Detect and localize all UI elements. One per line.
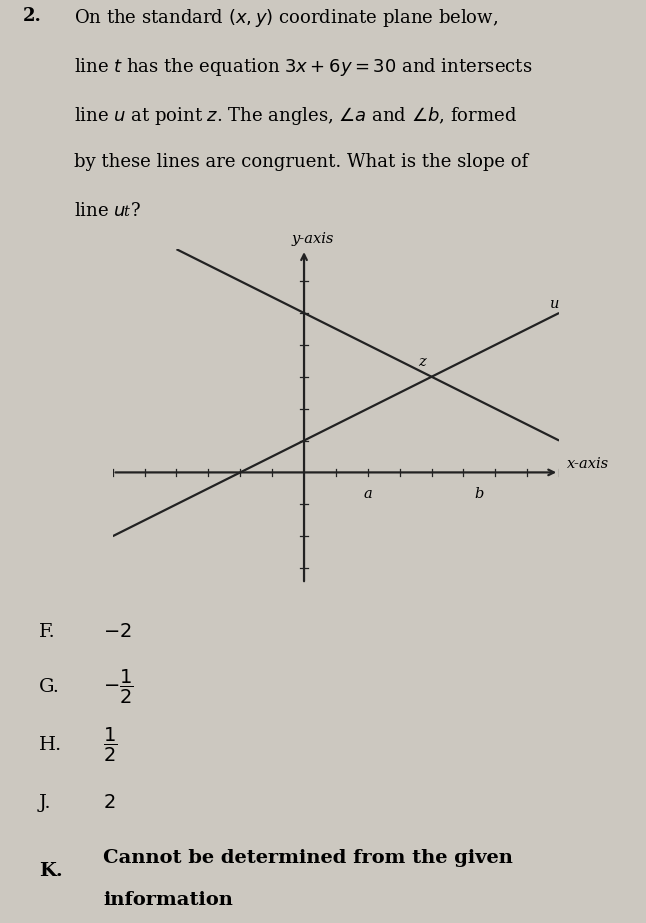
Text: b: b [475, 486, 484, 501]
Text: z: z [418, 354, 426, 369]
Text: information: information [103, 892, 233, 909]
Text: K.: K. [39, 862, 63, 881]
Text: G.: G. [39, 678, 60, 696]
Text: x-axis: x-axis [567, 457, 609, 471]
Text: t: t [123, 205, 129, 219]
Text: line $u$ ?: line $u$ ? [74, 202, 141, 220]
Text: $\dfrac{1}{2}$: $\dfrac{1}{2}$ [103, 726, 118, 764]
Text: $2$: $2$ [103, 795, 116, 812]
Text: $-\dfrac{1}{2}$: $-\dfrac{1}{2}$ [103, 668, 134, 706]
Text: u: u [550, 297, 559, 311]
Text: F.: F. [39, 623, 56, 641]
Text: H.: H. [39, 737, 62, 754]
Text: line $u$ at point $z$. The angles, $\angle a$ and $\angle b$, formed: line $u$ at point $z$. The angles, $\ang… [74, 104, 517, 126]
Text: On the standard $(x,y)$ coordinate plane below,: On the standard $(x,y)$ coordinate plane… [74, 7, 499, 30]
Text: by these lines are congruent. What is the slope of: by these lines are congruent. What is th… [74, 153, 528, 172]
Text: line $t$ has the equation $3x + 6y = 30$ and intersects: line $t$ has the equation $3x + 6y = 30$… [74, 56, 532, 78]
Text: $-2$: $-2$ [103, 623, 132, 641]
Text: y-axis: y-axis [291, 232, 333, 246]
Text: 2.: 2. [23, 7, 41, 26]
Text: a: a [364, 486, 372, 501]
Text: J.: J. [39, 795, 52, 812]
Text: Cannot be determined from the given: Cannot be determined from the given [103, 849, 513, 868]
